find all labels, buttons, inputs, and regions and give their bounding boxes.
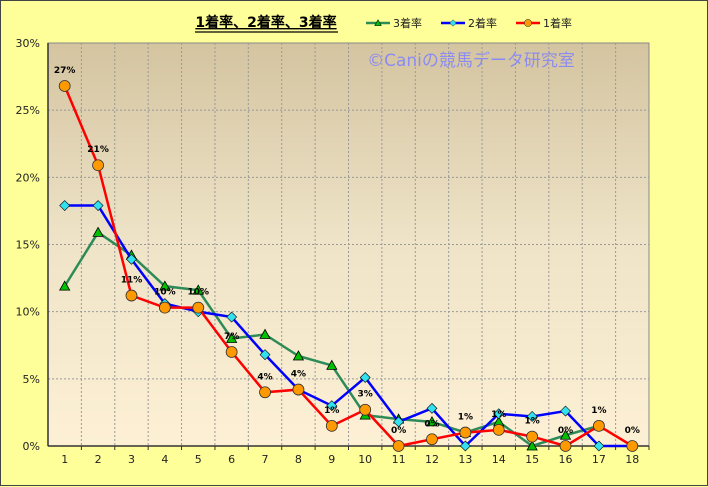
x-tick-label: 4 (161, 453, 168, 466)
diamond-marker (92, 200, 104, 211)
circle-marker (526, 430, 539, 443)
diamond-marker (493, 408, 505, 420)
circle-marker (158, 301, 171, 314)
circle-marker (492, 423, 505, 436)
diamond-marker (226, 311, 238, 323)
diamond-marker (126, 253, 137, 265)
diamond-marker (560, 405, 571, 417)
data-label: 0% (391, 426, 406, 436)
data-label: 0% (625, 426, 640, 436)
circle-marker (125, 289, 138, 302)
x-tick-label: 9 (328, 453, 335, 466)
diamond-marker (526, 411, 538, 422)
triangle-marker (225, 332, 238, 343)
circle-marker (92, 159, 104, 172)
x-tick-label: 15 (525, 453, 539, 466)
data-label: 21% (87, 145, 109, 155)
diamond-marker (449, 19, 457, 27)
x-tick-label: 17 (592, 453, 606, 466)
diamond-marker (259, 349, 271, 361)
x-tick-label: 11 (392, 453, 406, 466)
y-tick-label: 25% (16, 104, 40, 117)
y-tick-label: 10% (16, 306, 40, 319)
chart-title: 1着率、2着率、3着率 (195, 14, 336, 31)
circle-marker (58, 80, 71, 92)
x-tick-label: 16 (559, 453, 573, 466)
circle-marker (559, 440, 572, 452)
x-tick-label: 14 (492, 453, 506, 466)
watermark: ©Caniの競馬データ研究室 (367, 50, 575, 71)
triangle-marker (92, 226, 104, 237)
x-tick-label: 6 (228, 453, 235, 466)
data-label: 27% (54, 66, 76, 76)
y-tick-label: 0% (23, 440, 40, 453)
triangle-marker (159, 280, 171, 291)
data-label: 4% (257, 372, 272, 382)
diamond-marker (593, 440, 605, 452)
circle-marker (292, 383, 305, 396)
data-label: 1% (524, 417, 539, 427)
series-3: 27% 21% 11% 10% 10% 7% 4% 4% 1% 3% 0% 0% 1% 1% 1% 0% 1% 0… (54, 66, 640, 452)
data-label: 10% (187, 288, 209, 298)
series-line (64, 204, 633, 448)
triangle-marker (59, 280, 71, 291)
circle-marker (593, 419, 605, 432)
data-label: 0% (558, 426, 573, 436)
circle-marker (225, 346, 238, 358)
circle-marker (359, 403, 372, 416)
circle-marker (626, 440, 639, 452)
circle-marker (192, 301, 205, 314)
triangle-marker (326, 359, 338, 370)
data-label: 1% (324, 406, 339, 416)
y-tick-label: 15% (16, 239, 40, 252)
data-label: 4% (291, 370, 306, 380)
x-tick-label: 18 (625, 453, 639, 466)
data-label: 1% (458, 413, 473, 423)
x-tick-label: 8 (295, 453, 302, 466)
x-tick-label: 3 (128, 453, 135, 466)
y-tick-label: 20% (16, 171, 40, 184)
circle-marker (392, 440, 405, 452)
data-label: 11% (121, 276, 143, 286)
x-tick-label: 1 (61, 453, 68, 466)
triangle-marker (292, 350, 305, 361)
circle-marker (426, 433, 438, 446)
data-label: 1% (591, 406, 606, 416)
triangle-marker (426, 415, 438, 427)
y-tick-label: 5% (23, 373, 40, 386)
legend-label: 2着率 (468, 16, 497, 30)
diamond-marker (359, 372, 371, 383)
legend-label: 3着率 (393, 16, 422, 30)
data-label: 7% (224, 332, 239, 342)
circle-marker (524, 19, 532, 27)
triangle-marker (192, 284, 204, 295)
x-tick-label: 10 (358, 453, 372, 466)
data-label: 1% (491, 410, 506, 420)
circle-marker (259, 386, 271, 399)
x-tick-label: 12 (425, 453, 439, 466)
triangle-marker (559, 429, 572, 440)
data-label: 3% (358, 390, 373, 400)
triangle-marker (526, 440, 538, 451)
x-tick-label: 2 (95, 453, 102, 466)
legend: 3着率 2着率 1着率 (366, 16, 572, 30)
diamond-marker (426, 402, 438, 414)
diamond-marker (59, 200, 71, 211)
triangle-marker (374, 19, 382, 26)
data-label: 0% (424, 419, 439, 429)
x-tick-label: 7 (262, 453, 269, 466)
data-label: 10% (154, 288, 176, 298)
x-tick-label: 13 (458, 453, 472, 466)
circle-marker (459, 426, 472, 439)
x-tick-label: 5 (195, 453, 202, 466)
legend-label: 1着率 (543, 16, 572, 30)
circle-marker (325, 419, 338, 432)
diamond-marker (326, 400, 338, 412)
y-tick-label: 30% (16, 37, 40, 50)
diamond-marker (459, 440, 471, 452)
diamond-marker (393, 416, 405, 428)
triangle-marker (259, 328, 271, 339)
